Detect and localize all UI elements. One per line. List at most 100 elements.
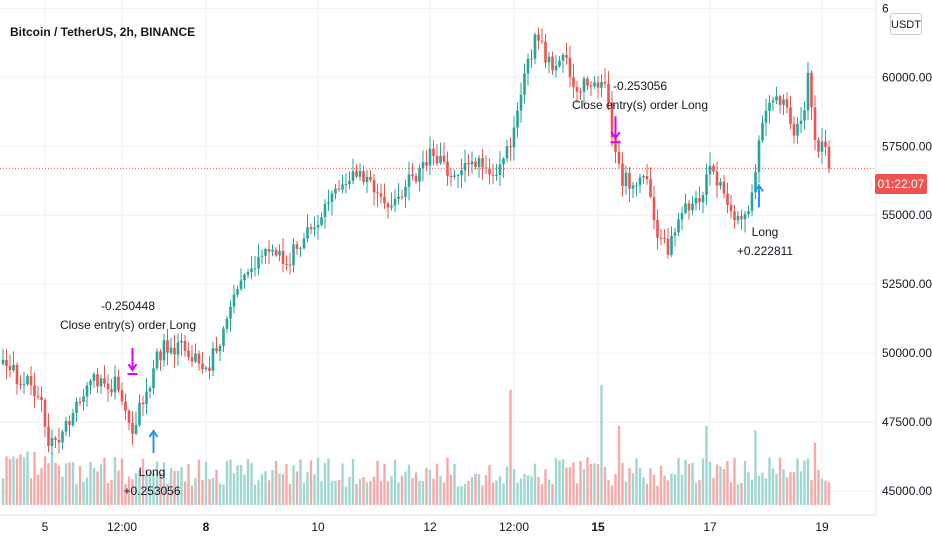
candle-body [187, 350, 190, 358]
volume-bar [208, 479, 211, 505]
time-axis-label: 8 [203, 520, 210, 534]
candle-body [232, 294, 236, 307]
volume-bar [250, 463, 253, 505]
volume-bar [344, 486, 348, 505]
candle-body [75, 401, 78, 414]
candle-body [516, 110, 519, 128]
volume-bar [796, 458, 799, 505]
candle-body [141, 402, 145, 405]
candle-body [397, 196, 400, 199]
volume-bar [82, 481, 85, 505]
volume-bar [278, 473, 281, 505]
candle-body [414, 176, 418, 182]
trade-exit-label: Close entry(s) order Long [60, 318, 196, 332]
candle-body [656, 219, 659, 238]
time-axis-label: 5 [42, 520, 49, 534]
volume-bar [554, 458, 558, 505]
volume-bar [631, 473, 635, 505]
volume-bar [446, 457, 449, 505]
candle-body [26, 376, 29, 385]
volume-bar [610, 485, 614, 505]
volume-bar [201, 479, 204, 505]
candle-body [680, 213, 684, 220]
candle-body [586, 78, 589, 86]
volume-bar [589, 464, 593, 505]
candle-body [155, 351, 159, 369]
volume-bar [652, 474, 656, 505]
volume-bar [152, 473, 155, 505]
volume-bar [64, 463, 68, 505]
exit-arrow-icon [610, 116, 621, 141]
candle-body [64, 421, 68, 432]
volume-bar [806, 458, 810, 505]
price-axis-label: 57500.00 [882, 139, 932, 153]
candle-body [183, 340, 187, 351]
volume-bar [740, 482, 743, 505]
volume-bar [36, 474, 40, 505]
volume-bar [379, 480, 383, 505]
volume-bar [453, 464, 456, 505]
candle-body [229, 306, 232, 319]
candle-body [736, 215, 740, 221]
candle-body [764, 110, 768, 123]
candle-body [99, 378, 103, 387]
time-axis-label: 19 [815, 520, 829, 534]
volume-bar [663, 475, 666, 505]
volume-bar [519, 478, 523, 505]
candle-body [575, 87, 579, 92]
candle-body [50, 437, 54, 447]
candle-body [218, 345, 222, 352]
volume-bar [568, 467, 572, 505]
candle-body [159, 351, 162, 361]
candle-body [19, 384, 22, 386]
candle-body [726, 193, 729, 206]
candles [1, 27, 831, 455]
candle-body [148, 388, 152, 392]
price-axis-label: 52500.00 [882, 277, 932, 291]
candle-body [792, 123, 796, 136]
volume-bar [162, 462, 166, 505]
volume-bar [50, 452, 54, 505]
candle-body [740, 215, 743, 220]
volume-bar [813, 442, 817, 505]
candle-body [78, 401, 82, 403]
volume-bar [365, 482, 369, 505]
candle-body [5, 359, 8, 367]
candle-body [652, 196, 656, 220]
candle-body [694, 198, 698, 204]
volume-bar [645, 483, 649, 505]
candle-body [390, 205, 393, 208]
volume-bar [404, 471, 407, 505]
candle-body [526, 58, 530, 74]
volume-bar [260, 474, 264, 505]
candle-body [257, 256, 260, 269]
volume-bar [194, 478, 197, 505]
candle-body [817, 139, 820, 152]
volume-bar [425, 467, 428, 505]
volume-bar [12, 456, 15, 505]
volume-bar [288, 484, 292, 505]
candle-body [607, 83, 610, 103]
volume-bar [351, 459, 355, 505]
currency-button[interactable]: USDT [890, 13, 922, 35]
time-axis-label: 10 [311, 520, 325, 534]
volume-bar [421, 480, 425, 505]
candle-body [239, 280, 243, 289]
candle-body [134, 424, 138, 434]
time-axis[interactable]: 5 12:00 8 10 12 12:00 15 17 19 [42, 520, 829, 534]
price-axis[interactable]: 45000.00 47500.00 50000.00 52500.00 55000.00… [882, 1, 932, 498]
candle-body [376, 192, 379, 194]
current-price-countdown: 01:22:07 [875, 174, 927, 194]
candle-body [754, 171, 757, 193]
candle-body [456, 175, 460, 177]
grid [0, 0, 876, 515]
candle-body [162, 340, 166, 361]
candle-body [274, 249, 278, 256]
candle-body [12, 364, 15, 371]
candle-body [820, 141, 824, 152]
candle-body [169, 347, 173, 353]
volume-bar [701, 458, 705, 505]
volume-bar [544, 469, 547, 505]
candle-body [715, 171, 719, 186]
